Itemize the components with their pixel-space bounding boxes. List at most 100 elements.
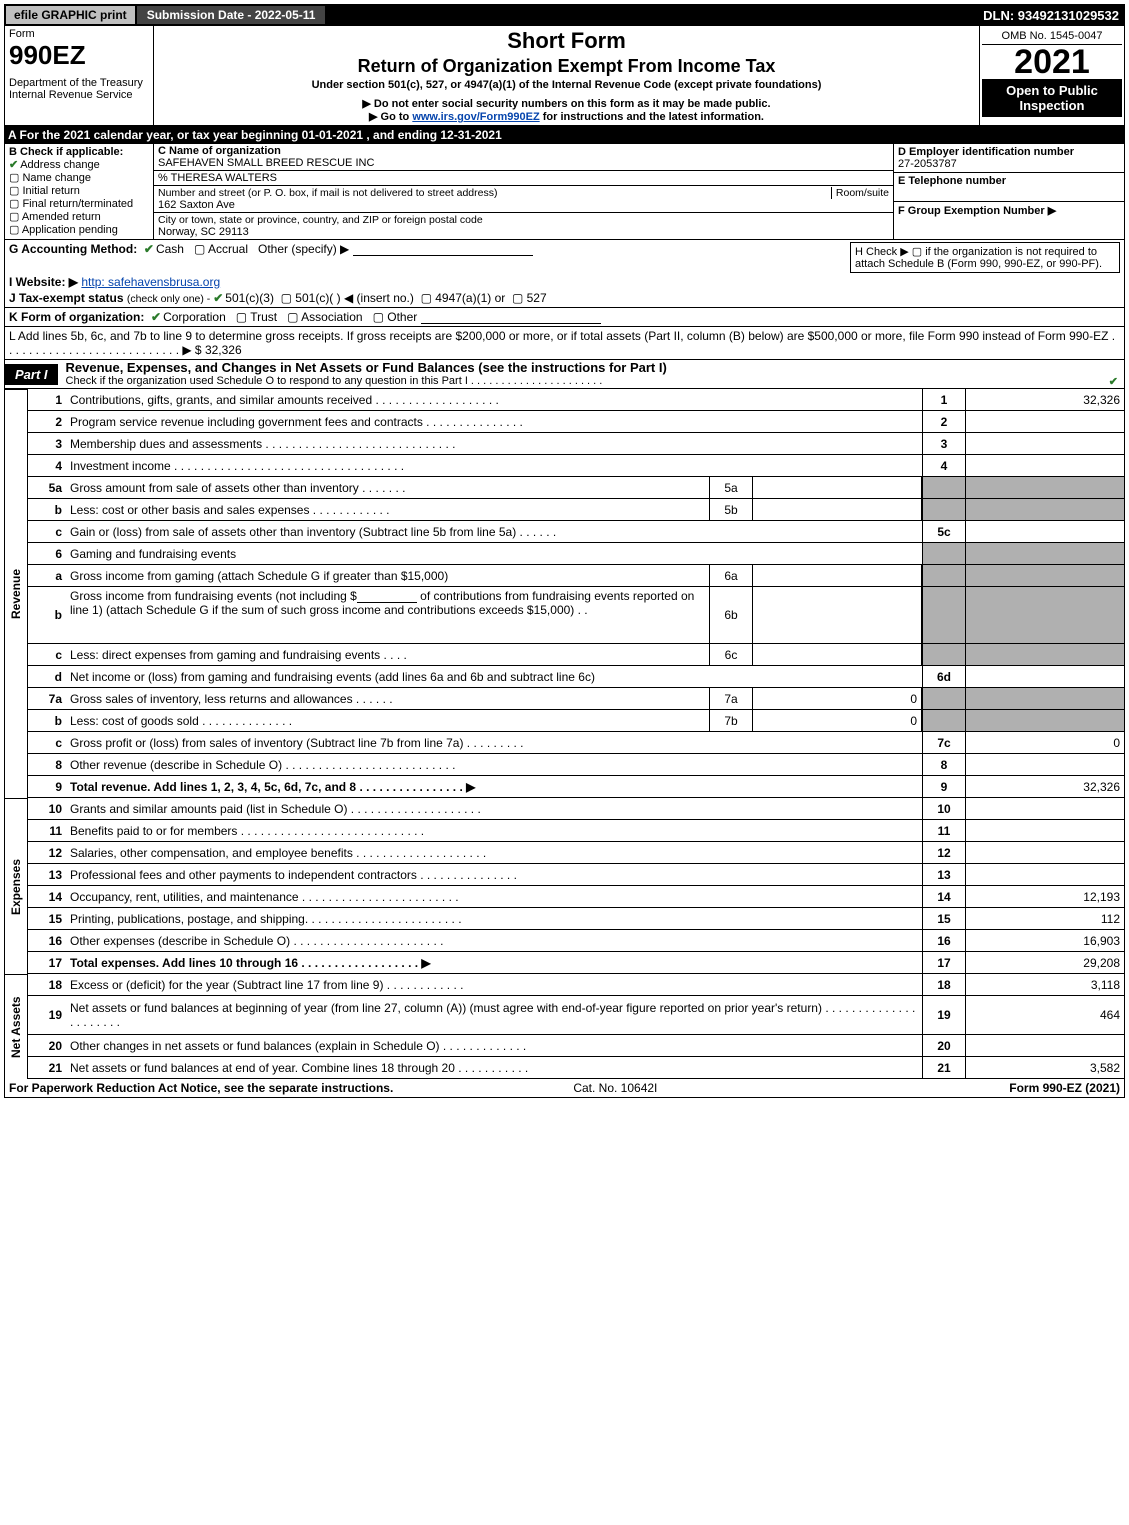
part1-tab: Part I xyxy=(5,364,58,385)
c-name-label: C Name of organization xyxy=(158,145,281,157)
section-b: B Check if applicable: Address change ▢ … xyxy=(5,144,154,239)
part1-header: Part I Revenue, Expenses, and Changes in… xyxy=(4,360,1125,389)
line-5b: bLess: cost or other basis and sales exp… xyxy=(28,499,1124,521)
note-goto: ▶ Go to www.irs.gov/Form990EZ for instru… xyxy=(160,110,973,123)
note-goto-pre: ▶ Go to xyxy=(369,111,412,123)
section-g: G Accounting Method: Cash ▢ Accrual Othe… xyxy=(9,242,533,273)
street-label: Number and street (or P. O. box, if mail… xyxy=(158,187,497,199)
city-value: Norway, SC 29113 xyxy=(158,226,249,238)
line-18: 18Excess or (deficit) for the year (Subt… xyxy=(28,974,1124,996)
ein-value: 27-2053787 xyxy=(898,158,957,170)
section-i: I Website: ▶ http: safehavensbrusa.org xyxy=(9,275,1120,289)
check-501c[interactable]: ▢ xyxy=(281,291,296,305)
check-application-pending[interactable]: ▢ Application pending xyxy=(9,223,149,236)
f-label: F Group Exemption Number ▶ xyxy=(898,205,1056,217)
form-word: Form xyxy=(9,28,149,40)
line-16: 16Other expenses (describe in Schedule O… xyxy=(28,930,1124,952)
main-title: Return of Organization Exempt From Incom… xyxy=(160,56,973,77)
gross-receipts-amount: 32,326 xyxy=(205,343,242,357)
efile-print-button[interactable]: efile GRAPHIC print xyxy=(6,6,135,24)
check-amended-return[interactable]: ▢ Amended return xyxy=(9,210,149,223)
form-header: Form 990EZ Department of the Treasury In… xyxy=(4,26,1125,126)
line-7c: cGross profit or (loss) from sales of in… xyxy=(28,732,1124,754)
check-association[interactable]: ▢ xyxy=(287,310,301,324)
check-address-change[interactable]: Address change xyxy=(9,158,149,171)
footer-left: For Paperwork Reduction Act Notice, see … xyxy=(9,1081,393,1095)
line-6d: dNet income or (loss) from gaming and fu… xyxy=(28,666,1124,688)
check-4947[interactable]: ▢ xyxy=(421,291,436,305)
line-6b: b Gross income from fundraising events (… xyxy=(28,587,1124,644)
section-bcdef: B Check if applicable: Address change ▢ … xyxy=(4,144,1125,240)
header-left: Form 990EZ Department of the Treasury In… xyxy=(5,26,154,125)
line-11: 11Benefits paid to or for members . . . … xyxy=(28,820,1124,842)
part1-title: Revenue, Expenses, and Changes in Net As… xyxy=(58,360,1124,375)
header-mid: Short Form Return of Organization Exempt… xyxy=(154,26,979,125)
e-label: E Telephone number xyxy=(898,175,1006,187)
org-name: SAFEHAVEN SMALL BREED RESCUE INC xyxy=(158,157,374,169)
open-to-public: Open to Public Inspection xyxy=(982,79,1122,117)
dept-label: Department of the Treasury xyxy=(9,77,149,89)
check-initial-return[interactable]: ▢ Initial return xyxy=(9,184,149,197)
line-6a: aGross income from gaming (attach Schedu… xyxy=(28,565,1124,587)
section-def: D Employer identification number 27-2053… xyxy=(893,144,1124,239)
section-ghij: G Accounting Method: Cash ▢ Accrual Othe… xyxy=(4,240,1125,308)
submission-date-label: Submission Date - 2022-05-11 xyxy=(137,6,326,24)
6b-amount-input[interactable] xyxy=(357,590,417,603)
care-of: % THERESA WALTERS xyxy=(154,171,893,186)
line-15: 15Printing, publications, postage, and s… xyxy=(28,908,1124,930)
line-10: 10Grants and similar amounts paid (list … xyxy=(28,798,1124,820)
note-goto-post: for instructions and the latest informat… xyxy=(540,111,764,123)
header-right: OMB No. 1545-0047 2021 Open to Public In… xyxy=(979,26,1124,125)
note-ssn: ▶ Do not enter social security numbers o… xyxy=(160,97,973,110)
irs-link[interactable]: www.irs.gov/Form990EZ xyxy=(412,111,539,123)
line-20: 20Other changes in net assets or fund ba… xyxy=(28,1035,1124,1057)
form-number: 990EZ xyxy=(9,40,149,71)
line-8: 8Other revenue (describe in Schedule O) … xyxy=(28,754,1124,776)
b-label: B Check if applicable: xyxy=(9,146,149,158)
tax-year: 2021 xyxy=(982,45,1122,79)
line-6c: cLess: direct expenses from gaming and f… xyxy=(28,644,1124,666)
section-h: H Check ▶ ▢ if the organization is not r… xyxy=(850,242,1120,273)
line-5c: cGain or (loss) from sale of assets othe… xyxy=(28,521,1124,543)
page-footer: For Paperwork Reduction Act Notice, see … xyxy=(4,1079,1125,1098)
dln-label: DLN: 93492131029532 xyxy=(983,8,1125,23)
check-cash[interactable] xyxy=(144,242,156,256)
subtitle: Under section 501(c), 527, or 4947(a)(1)… xyxy=(160,79,973,91)
check-trust[interactable]: ▢ xyxy=(236,310,250,324)
check-501c3[interactable] xyxy=(213,291,225,305)
sidelabel-netassets: Net Assets xyxy=(4,974,28,1079)
check-final-return[interactable]: ▢ Final return/terminated xyxy=(9,197,149,210)
line-1: 1Contributions, gifts, grants, and simil… xyxy=(28,389,1124,411)
line-6: 6Gaming and fundraising events xyxy=(28,543,1124,565)
section-j: J Tax-exempt status (check only one) - 5… xyxy=(9,291,1120,305)
line-9: 9Total revenue. Add lines 1, 2, 3, 4, 5c… xyxy=(28,776,1124,798)
line-7b: bLess: cost of goods sold . . . . . . . … xyxy=(28,710,1124,732)
line-3: 3Membership dues and assessments . . . .… xyxy=(28,433,1124,455)
street-value: 162 Saxton Ave xyxy=(158,199,235,211)
section-c: C Name of organization SAFEHAVEN SMALL B… xyxy=(154,144,893,239)
check-name-change[interactable]: ▢ Name change xyxy=(9,171,149,184)
d-label: D Employer identification number xyxy=(898,146,1074,158)
room-label: Room/suite xyxy=(831,187,889,199)
line-7a: 7aGross sales of inventory, less returns… xyxy=(28,688,1124,710)
line-5a: 5aGross amount from sale of assets other… xyxy=(28,477,1124,499)
line-2: 2Program service revenue including gover… xyxy=(28,411,1124,433)
check-corporation[interactable] xyxy=(151,310,163,324)
city-label: City or town, state or province, country… xyxy=(158,214,483,226)
website-link[interactable]: http: safehavensbrusa.org xyxy=(81,275,220,289)
other-specify: Other (specify) ▶ xyxy=(258,242,349,256)
other-org-input[interactable] xyxy=(421,311,601,324)
check-schedule-o[interactable] xyxy=(1109,375,1120,388)
top-bar: efile GRAPHIC print Submission Date - 20… xyxy=(4,4,1125,26)
line-a: A For the 2021 calendar year, or tax yea… xyxy=(4,126,1125,144)
check-other-org[interactable]: ▢ xyxy=(373,310,388,324)
other-specify-input[interactable] xyxy=(353,243,533,256)
sidelabel-expenses: Expenses xyxy=(4,798,28,974)
check-527[interactable]: ▢ xyxy=(512,291,527,305)
line-4: 4Investment income . . . . . . . . . . .… xyxy=(28,455,1124,477)
line-21: 21Net assets or fund balances at end of … xyxy=(28,1057,1124,1079)
short-form-title: Short Form xyxy=(160,28,973,54)
line-14: 14Occupancy, rent, utilities, and mainte… xyxy=(28,886,1124,908)
irs-label: Internal Revenue Service xyxy=(9,89,149,101)
check-accrual[interactable]: ▢ xyxy=(194,242,208,256)
